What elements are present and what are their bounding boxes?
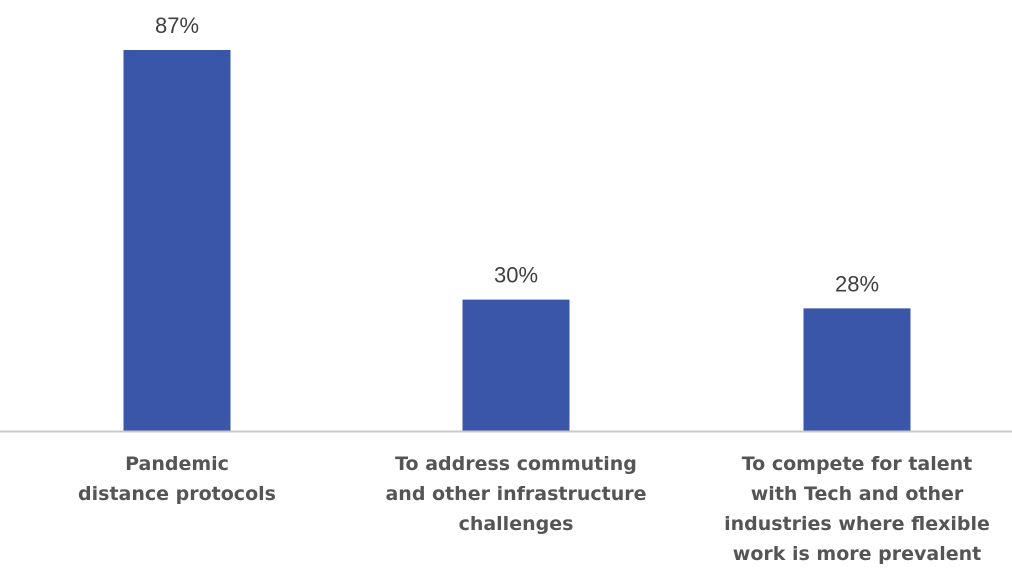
bars-group [123, 50, 911, 431]
value-labels-group: 87% 30% 28% [155, 13, 879, 296]
value-label-0: 87% [155, 13, 199, 38]
value-label-2: 28% [835, 271, 879, 296]
category-label-2-line-2: industries where flexible [724, 513, 990, 535]
bar-0 [123, 50, 231, 431]
category-label-1-line-1: and other infrastructure [385, 483, 646, 505]
category-label-2: To compete for talent with Tech and other… [724, 453, 990, 565]
category-label-0: Pandemic distance protocols [78, 453, 276, 505]
category-label-1-line-0: To address commuting [395, 453, 637, 475]
category-label-1-line-2: challenges [459, 513, 574, 535]
category-label-1: To address commuting and other infrastruc… [385, 453, 646, 535]
value-label-1: 30% [494, 263, 538, 288]
bar-2 [803, 308, 911, 431]
category-labels-group: Pandemic distance protocols To address com… [78, 453, 990, 565]
category-label-2-line-3: work is more prevalent [733, 543, 981, 565]
category-label-2-line-0: To compete for talent [742, 453, 973, 475]
category-label-2-line-1: with Tech and other [751, 483, 964, 505]
category-label-0-line-1: distance protocols [78, 483, 276, 505]
category-label-0-line-0: Pandemic [125, 453, 229, 475]
bar-1 [462, 299, 570, 431]
